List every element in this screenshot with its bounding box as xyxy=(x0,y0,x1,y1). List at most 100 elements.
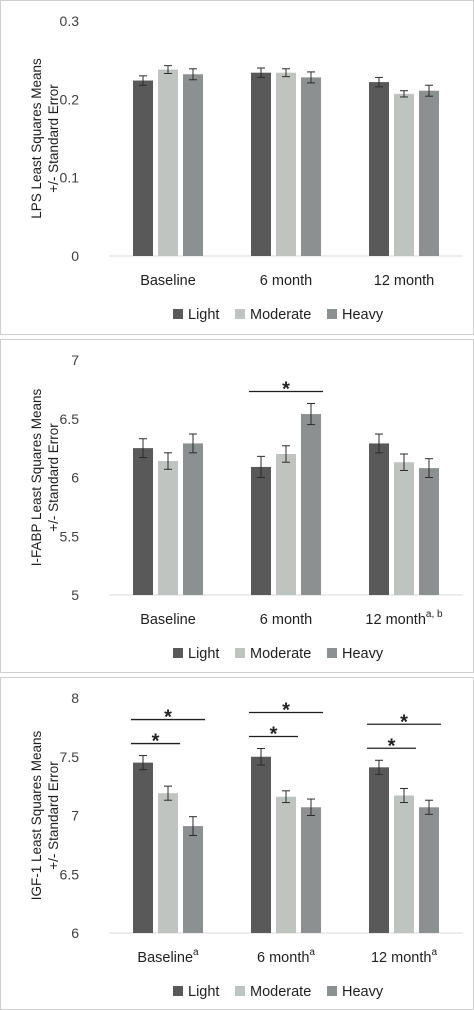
bar-heavy xyxy=(419,468,439,595)
y-tick-label: 7 xyxy=(71,808,79,824)
significance-star: * xyxy=(282,378,290,400)
lps-chart: LPS Least Squares Means +/- Standard Erro… xyxy=(29,13,463,323)
y-tick-label: 6.5 xyxy=(60,411,80,427)
x-category-superscript: a xyxy=(309,947,315,958)
bar-moderate xyxy=(394,462,414,595)
x-category-label: 12 montha xyxy=(371,947,437,966)
y-axis-label-line: I-FABP Least Squares Means xyxy=(29,388,44,566)
y-tick-label: 7.5 xyxy=(60,749,80,765)
bar-light xyxy=(251,72,271,256)
legend-swatch-moderate xyxy=(235,986,245,996)
bar-light xyxy=(369,82,389,256)
significance-star: * xyxy=(152,731,160,753)
legend-swatch-moderate xyxy=(235,309,245,319)
significance-star: * xyxy=(400,711,408,733)
y-axis-label-line: +/- Standard Error xyxy=(46,84,61,193)
legend-swatch-heavy xyxy=(327,309,337,319)
legend-swatch-moderate xyxy=(235,648,245,658)
significance-star: * xyxy=(282,700,290,722)
x-category-label: 12 montha, b xyxy=(365,609,443,628)
bar-light xyxy=(133,80,153,257)
x-category-text: Baseline xyxy=(140,612,196,628)
x-category-text: 12 month xyxy=(374,273,434,289)
legend-label-moderate: Moderate xyxy=(250,984,311,1000)
y-tick-label: 5 xyxy=(71,587,79,603)
bar-heavy xyxy=(301,807,321,933)
significance-star: * xyxy=(388,735,396,757)
y-tick-label: 0.2 xyxy=(60,91,80,107)
bar-light xyxy=(251,756,271,933)
bar-moderate xyxy=(394,93,414,256)
x-category-text: 6 month xyxy=(260,612,312,628)
y-tick-label: 7 xyxy=(71,352,79,368)
y-axis-label: IGF-1 Least Squares Means +/- Standard Er… xyxy=(29,730,61,900)
bar-moderate xyxy=(276,454,296,595)
y-tick-label: 6.5 xyxy=(60,866,80,882)
ifabp-chart: I-FABP Least Squares Means +/- Standard E… xyxy=(29,352,463,662)
x-category-label: Baseline xyxy=(140,612,196,628)
bar-heavy xyxy=(183,443,203,595)
x-category-text: Baseline xyxy=(140,273,196,289)
bar-heavy xyxy=(419,90,439,256)
bar-light xyxy=(251,466,271,595)
x-category-superscript: a xyxy=(193,947,199,958)
x-category-label: 12 month xyxy=(374,273,434,289)
x-category-superscript: a xyxy=(431,947,437,958)
legend-label-moderate: Moderate xyxy=(250,307,311,323)
x-category-text: Baseline xyxy=(137,950,193,966)
y-axis-label-line: +/- Standard Error xyxy=(46,423,61,532)
legend-swatch-heavy xyxy=(327,986,337,996)
x-category-text: 6 month xyxy=(260,273,312,289)
igf1-chart-panel: IGF-1 Least Squares Means +/- Standard Er… xyxy=(0,677,474,1010)
legend-label-heavy: Heavy xyxy=(342,984,384,1000)
ifabp-chart-panel: I-FABP Least Squares Means +/- Standard E… xyxy=(0,339,474,673)
bar-moderate xyxy=(276,72,296,256)
x-category-text: 12 month xyxy=(365,612,425,628)
legend-label-light: Light xyxy=(188,984,219,1000)
bar-heavy xyxy=(183,74,203,257)
bar-light xyxy=(369,443,389,595)
y-tick-label: 0.3 xyxy=(60,13,80,29)
bar-light xyxy=(369,767,389,933)
lps-chart-panel: LPS Least Squares Means +/- Standard Erro… xyxy=(0,0,474,335)
y-tick-label: 5.5 xyxy=(60,528,80,544)
bar-light xyxy=(133,448,153,595)
significance-star: * xyxy=(270,724,278,746)
x-category-label: Baseline xyxy=(140,273,196,289)
y-tick-label: 8 xyxy=(71,690,79,706)
legend-label-light: Light xyxy=(188,646,219,662)
y-axis-label-line: LPS Least Squares Means xyxy=(29,58,44,219)
x-category-label: 6 month xyxy=(260,612,312,628)
bar-heavy xyxy=(183,826,203,933)
bar-heavy xyxy=(419,807,439,933)
y-axis-label-line: IGF-1 Least Squares Means xyxy=(29,730,44,900)
y-tick-label: 0.1 xyxy=(60,170,80,186)
igf1-chart: IGF-1 Least Squares Means +/- Standard Er… xyxy=(29,690,463,1000)
x-category-label: 6 montha xyxy=(257,947,315,966)
legend-label-light: Light xyxy=(188,307,219,323)
y-axis-label: LPS Least Squares Means +/- Standard Erro… xyxy=(29,58,61,219)
bar-moderate xyxy=(158,793,178,933)
legend-label-heavy: Heavy xyxy=(342,307,384,323)
bar-moderate xyxy=(158,461,178,595)
bar-heavy xyxy=(301,77,321,257)
bar-moderate xyxy=(158,69,178,256)
x-category-text: 6 month xyxy=(257,950,309,966)
legend-swatch-light xyxy=(173,648,183,658)
x-category-superscript: a, b xyxy=(426,609,443,620)
legend-swatch-light xyxy=(173,986,183,996)
x-category-text: 12 month xyxy=(371,950,431,966)
bar-moderate xyxy=(394,795,414,933)
y-tick-label: 6 xyxy=(71,925,79,941)
y-tick-label: 6 xyxy=(71,470,79,486)
y-tick-label: 0 xyxy=(71,248,79,264)
significance-star: * xyxy=(164,707,172,729)
x-category-label: Baselinea xyxy=(137,947,199,966)
bar-heavy xyxy=(301,414,321,595)
bar-moderate xyxy=(276,796,296,933)
bar-light xyxy=(133,762,153,933)
x-category-label: 6 month xyxy=(260,273,312,289)
legend-label-moderate: Moderate xyxy=(250,646,311,662)
legend-swatch-heavy xyxy=(327,648,337,658)
y-axis-label-line: +/- Standard Error xyxy=(46,761,61,870)
